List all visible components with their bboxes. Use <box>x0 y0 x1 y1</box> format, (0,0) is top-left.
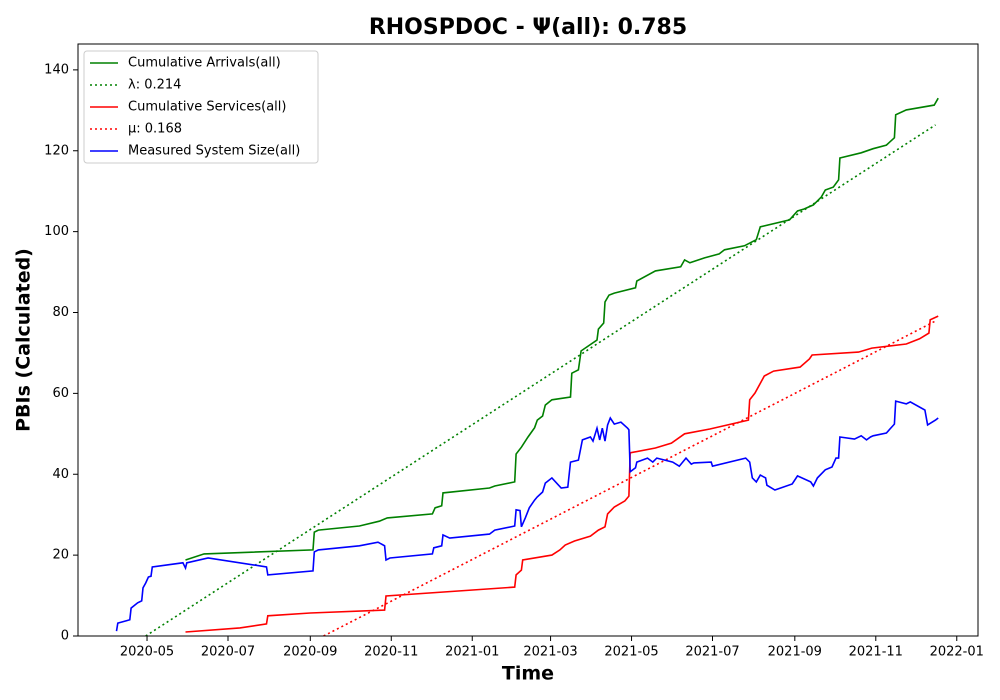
y-axis-label: PBIs (Calculated) <box>13 248 35 432</box>
y-tick-label: 20 <box>52 548 69 563</box>
legend-label: Cumulative Services(all) <box>128 100 286 115</box>
y-tick-label: 120 <box>44 143 69 158</box>
legend-label: Cumulative Arrivals(all) <box>128 56 281 71</box>
series-line <box>115 400 939 632</box>
y-tick-label: 100 <box>44 224 69 239</box>
x-axis-label: Time <box>502 663 554 685</box>
x-tick-label: 2021-05 <box>604 645 658 660</box>
series-line <box>145 124 936 636</box>
y-tick-label: 40 <box>52 467 69 482</box>
legend-label: Measured System Size(all) <box>128 144 300 159</box>
x-tick-label: 2020-11 <box>364 645 418 660</box>
plot-lines <box>115 97 939 636</box>
x-tick-label: 2021-01 <box>445 645 499 660</box>
legend-box <box>83 50 319 164</box>
y-tick-label: 0 <box>61 629 69 644</box>
y-tick-label: 60 <box>52 386 69 401</box>
chart-title: RHOSPDOC - Ψ(all): 0.785 <box>369 15 687 40</box>
legend-label: μ: 0.168 <box>128 122 182 137</box>
x-tick-label: 2020-09 <box>283 645 337 660</box>
series-line <box>185 315 939 633</box>
x-tick-label: 2021-11 <box>849 645 903 660</box>
x-tick-label: 2020-05 <box>120 645 174 660</box>
y-tick-label: 80 <box>52 305 69 320</box>
x-tick-label: 2020-07 <box>201 645 255 660</box>
x-tick-label: 2021-03 <box>523 645 577 660</box>
y-tick-label: 140 <box>44 62 69 77</box>
x-tick-label: 2021-07 <box>685 645 739 660</box>
plot-frame <box>77 43 979 637</box>
legend-label: λ: 0.214 <box>128 78 181 93</box>
x-tick-label: 2022-01 <box>930 645 984 660</box>
series-line <box>185 97 939 561</box>
x-tick-label: 2021-09 <box>768 645 822 660</box>
